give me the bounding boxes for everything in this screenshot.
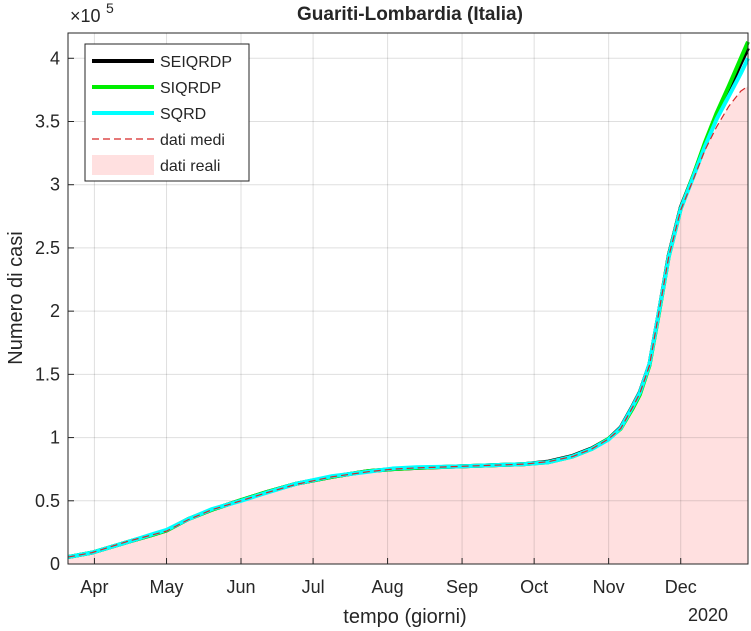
y-exponent-base: ×10 [70, 6, 101, 26]
series-line-sqrd [67, 57, 750, 560]
x-tick-label: Jul [302, 577, 325, 597]
x-tick-label: Nov [593, 577, 625, 597]
y-exponent-power: 5 [106, 0, 114, 16]
y-tick-label: 1.5 [35, 364, 60, 384]
x-tick-label: Aug [372, 577, 404, 597]
y-tick-label: 2.5 [35, 238, 60, 258]
y-tick-label: 4 [50, 48, 60, 68]
y-tick-label: 1 [50, 428, 60, 448]
legend: SEIQRDP SIQRDP SQRD dati medi dati reali [84, 43, 250, 182]
plot-border [67, 32, 749, 565]
y-axis-ticks: 0 0.5 1 1.5 2 2.5 3 3.5 4 [35, 48, 74, 574]
series-line-dati-medi [67, 85, 749, 558]
legend-swatch-dati-reali [92, 155, 154, 175]
x-tick-label: Jun [226, 577, 255, 597]
chart-title: Guariti-Lombardia (Italia) [297, 4, 523, 25]
x-tick-label: Apr [80, 577, 108, 597]
year-label: 2020 [688, 605, 728, 625]
y-tick-label: 0 [50, 554, 60, 574]
y-tick-label: 2 [50, 301, 60, 321]
x-tick-label: Sep [446, 577, 478, 597]
x-tick-label: Dec [665, 577, 697, 597]
y-exponent: ×10 5 [70, 0, 114, 26]
x-tick-label: Oct [520, 577, 548, 597]
legend-label: SIQRDP [160, 80, 221, 97]
legend-label: dati reali [160, 158, 220, 175]
y-tick-label: 3 [50, 175, 60, 195]
x-axis-label: tempo (giorni) [343, 606, 466, 628]
legend-label: SEIQRDP [160, 54, 232, 71]
legend-label: SQRD [160, 106, 206, 123]
series-lines [67, 41, 750, 560]
y-axis-label: Numero di casi [5, 231, 27, 364]
plot-area [67, 32, 750, 565]
y-tick-label: 3.5 [35, 112, 60, 132]
x-axis-ticks: Apr May Jun Jul Aug Sep Oct Nov Dec [80, 558, 697, 597]
x-tick-label: May [150, 577, 184, 597]
legend-label: dati medi [160, 132, 225, 149]
y-tick-label: 0.5 [35, 491, 60, 511]
